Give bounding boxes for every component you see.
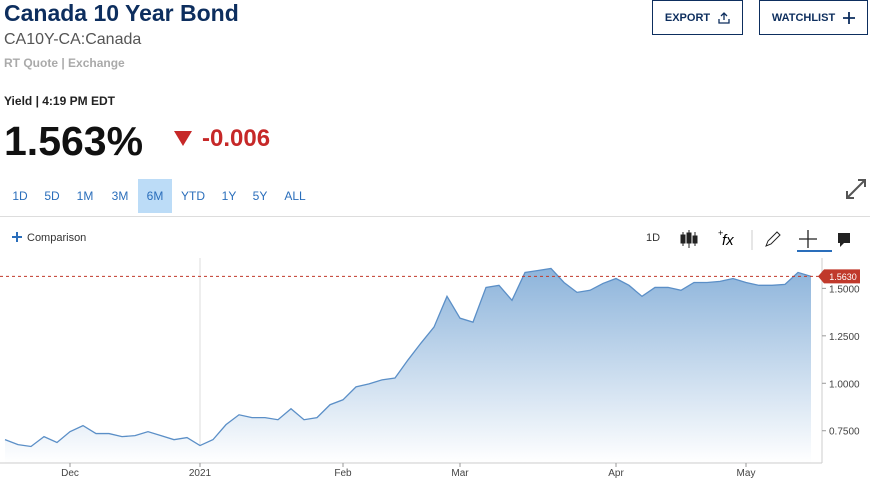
reference-label: 1.5630 xyxy=(829,272,857,282)
y-tick-label: 1.0000 xyxy=(829,379,860,390)
down-arrow xyxy=(174,131,192,146)
y-tick-label: 0.7500 xyxy=(829,427,860,438)
quote-time: Yield | 4:19 PM EDT xyxy=(4,94,115,108)
title: Canada 10 Year Bond xyxy=(4,0,239,26)
button-label: WATCHLIST xyxy=(771,11,836,24)
x-tick-label: 2021 xyxy=(189,468,212,479)
toolbar-icons: fx+ xyxy=(680,228,850,252)
quote-value: 1.563% xyxy=(4,118,144,164)
area-fill xyxy=(5,268,811,463)
plus-icon xyxy=(843,11,856,24)
button-label: EXPORT xyxy=(664,11,711,24)
x-tick-label: Feb xyxy=(334,468,352,479)
range-tab[interactable]: ALL xyxy=(284,189,306,203)
area-line xyxy=(4,267,812,448)
interval-button[interactable]: 1D xyxy=(646,232,661,244)
divider xyxy=(0,216,870,217)
x-tick-label: Dec xyxy=(61,468,79,479)
svg-text:+: + xyxy=(718,228,723,238)
source: RT Quote | Exchange xyxy=(4,56,125,70)
y-tick-label: 1.5000 xyxy=(829,284,860,295)
range-tab[interactable]: 1Y xyxy=(221,189,237,203)
x-tick-label: Apr xyxy=(608,468,624,479)
range-tab[interactable]: 1M xyxy=(76,189,94,203)
range-tab[interactable]: 5Y xyxy=(252,189,268,203)
y-tick-label: 1.2500 xyxy=(829,332,860,343)
expand-icon[interactable] xyxy=(845,178,867,200)
svg-text:fx: fx xyxy=(722,232,734,249)
range-tab[interactable]: 5D xyxy=(44,189,60,203)
export-button[interactable]: EXPORT xyxy=(652,0,743,35)
range-tab[interactable]: YTD xyxy=(181,189,205,203)
reference-tag xyxy=(818,269,860,284)
quote-change: -0.006 xyxy=(202,125,271,152)
range-tab[interactable]: 3M xyxy=(111,189,129,203)
range-tab[interactable]: 6M xyxy=(138,179,172,213)
export-icon xyxy=(718,11,730,24)
range-tab[interactable]: 1D xyxy=(12,189,28,203)
watchlist-button[interactable]: WATCHLIST xyxy=(759,0,868,35)
symbol: CA10Y-CA:Canada xyxy=(4,31,142,48)
x-tick-label: Mar xyxy=(451,468,469,479)
plus-icon xyxy=(12,232,22,242)
x-tick-label: May xyxy=(737,468,756,479)
comparison-button[interactable]: Comparison xyxy=(27,232,87,244)
